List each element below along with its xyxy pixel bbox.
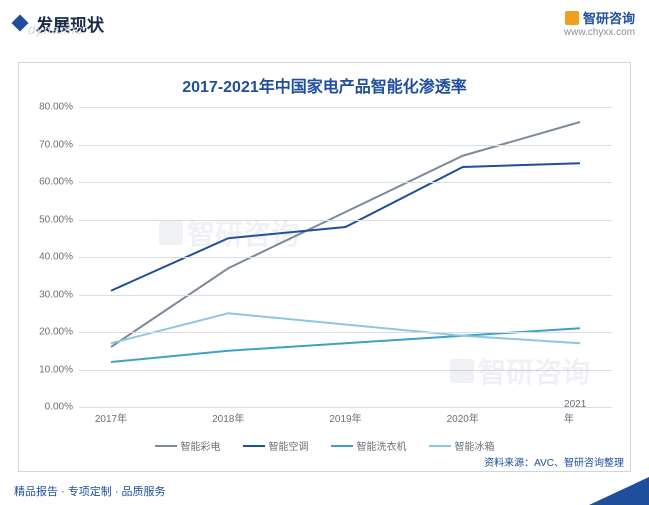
legend-item: 智能洗衣机 [331,438,407,453]
series-line [111,122,580,347]
y-axis-tick: 80.00% [25,102,73,113]
footer-text: 精品报告 · 专项定制 · 品质服务 [14,483,166,499]
diamond-icon [12,15,29,32]
legend-item: 智能彩电 [155,438,221,453]
gridline [79,220,612,221]
gridline [79,182,612,183]
legend-swatch-icon [155,445,177,447]
series-line [111,328,580,362]
legend-item: 智能冰箱 [429,438,495,453]
x-axis-tick: 2019年 [329,410,361,425]
y-axis-tick: 70.00% [25,139,73,150]
legend-swatch-icon [243,445,265,447]
gridline [79,107,612,108]
brand-url: www.chyxx.com [564,27,635,38]
legend-swatch-icon [429,445,451,447]
legend-item: 智能空调 [243,438,309,453]
gridline [79,407,612,408]
legend-label: 智能彩电 [181,438,221,453]
y-axis-tick: 30.00% [25,289,73,300]
y-axis-tick: 20.00% [25,327,73,338]
brand-logo-icon [565,11,579,25]
brand-name: 智研咨询 [583,8,635,27]
x-axis-tick: 2018年 [212,410,244,425]
header: 发展现状 智研咨询 www.chyxx.com [0,0,649,42]
header-subtitle: dynamic [28,22,83,37]
legend-label: 智能冰箱 [455,438,495,453]
gridline [79,332,612,333]
gridline [79,257,612,258]
x-axis-tick: 2020年 [447,410,479,425]
chart-title: 2017-2021年中国家电产品智能化渗透率 [19,63,630,103]
legend-swatch-icon [331,445,353,447]
x-axis-tick: 2017年 [95,410,127,425]
y-axis-tick: 10.00% [25,364,73,375]
chart-legend: 智能彩电 智能空调 智能洗衣机 智能冰箱 [19,438,630,453]
legend-label: 智能洗衣机 [357,438,407,453]
chart-source: 资料来源：AVC、智研咨询整理 [484,454,624,469]
gridline [79,295,612,296]
legend-label: 智能空调 [269,438,309,453]
y-axis-tick: 50.00% [25,214,73,225]
series-line [111,313,580,343]
y-axis-tick: 0.00% [25,402,73,413]
brand-block: 智研咨询 www.chyxx.com [564,8,635,38]
y-axis-tick: 40.00% [25,252,73,263]
y-axis-tick: 60.00% [25,177,73,188]
footer-corner-icon [589,477,649,505]
x-axis-tick: 2021年 [564,399,596,425]
gridline [79,145,612,146]
chart-area: 2017-2021年中国家电产品智能化渗透率 0.00%10.00%20.00%… [18,62,631,472]
chart-plot: 0.00%10.00%20.00%30.00%40.00%50.00%60.00… [79,107,612,407]
gridline [79,370,612,371]
